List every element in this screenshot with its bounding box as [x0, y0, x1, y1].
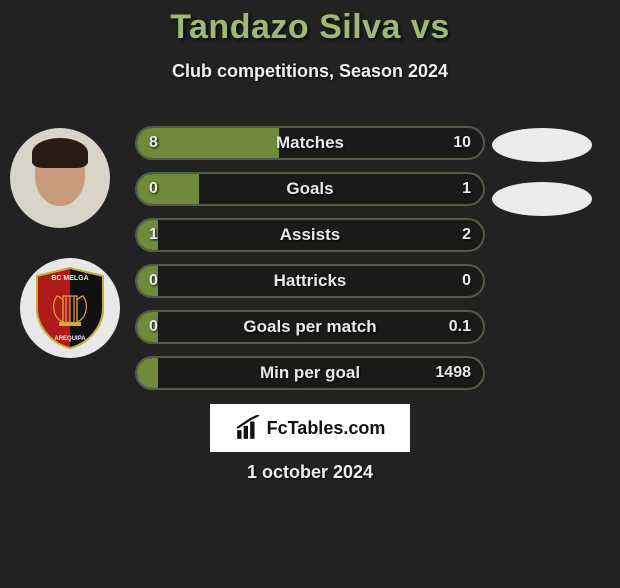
fctables-logo-icon	[235, 415, 261, 441]
stat-fill-left	[137, 312, 158, 342]
fctables-branding: FcTables.com	[210, 404, 410, 452]
stat-value-right: 0.1	[449, 312, 471, 342]
stat-label: Min per goal	[137, 358, 483, 388]
stat-value-right: 2	[462, 220, 471, 250]
stat-label: Goals per match	[137, 312, 483, 342]
stat-row-goals: 01Goals	[135, 172, 485, 206]
stat-row-goals-per-match: 00.1Goals per match	[135, 310, 485, 344]
opponent-oval-2	[492, 182, 592, 216]
stat-row-matches: 810Matches	[135, 126, 485, 160]
stat-fill-left	[137, 128, 279, 158]
stat-fill-left	[137, 220, 158, 250]
stat-fill-left	[137, 174, 199, 204]
stat-label: Assists	[137, 220, 483, 250]
club-badge: BC MELGA AREQUIPA	[20, 258, 120, 358]
footer-date: 1 october 2024	[0, 462, 620, 483]
comparison-bars: 810Matches01Goals12Assists00Hattricks00.…	[135, 126, 485, 402]
page-subtitle: Club competitions, Season 2024	[0, 61, 620, 82]
opponent-oval-1	[492, 128, 592, 162]
stat-value-right: 1	[462, 174, 471, 204]
stat-fill-left	[137, 266, 158, 296]
player-avatar	[10, 128, 110, 228]
stat-value-right: 1498	[435, 358, 471, 388]
stat-value-right: 0	[462, 266, 471, 296]
stat-fill-left	[137, 358, 158, 388]
stat-row-assists: 12Assists	[135, 218, 485, 252]
stat-row-min-per-goal: 1498Min per goal	[135, 356, 485, 390]
badge-bottom-text: AREQUIPA	[54, 336, 86, 342]
club-shield: BC MELGA AREQUIPA	[33, 266, 107, 350]
left-avatar-column: BC MELGA AREQUIPA	[10, 128, 120, 358]
badge-top-text: BC MELGA	[51, 275, 88, 282]
fctables-brand-text: FcTables.com	[267, 418, 386, 439]
stat-row-hattricks: 00Hattricks	[135, 264, 485, 298]
page-title: Tandazo Silva vs	[0, 8, 620, 47]
stat-label: Hattricks	[137, 266, 483, 296]
right-avatar-column	[492, 128, 602, 236]
stat-value-right: 10	[453, 128, 471, 158]
